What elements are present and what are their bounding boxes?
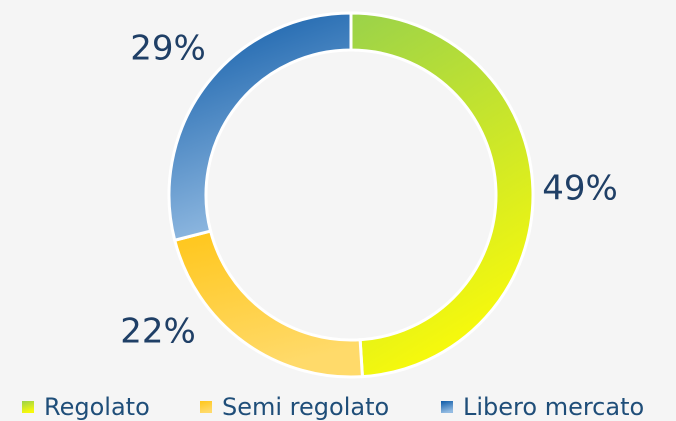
value-label: 29% [130, 29, 206, 69]
donut-slice [167, 11, 353, 243]
legend-swatch [441, 401, 453, 413]
legend-swatch [200, 401, 212, 413]
value-label: 49% [542, 169, 618, 209]
legend-label: Libero mercato [463, 393, 644, 421]
legend-label: Semi regolato [222, 393, 389, 421]
value-label: 22% [120, 312, 196, 352]
legend-swatch [22, 401, 34, 413]
legend-label: Regolato [44, 393, 150, 421]
donut-slice [349, 11, 535, 379]
